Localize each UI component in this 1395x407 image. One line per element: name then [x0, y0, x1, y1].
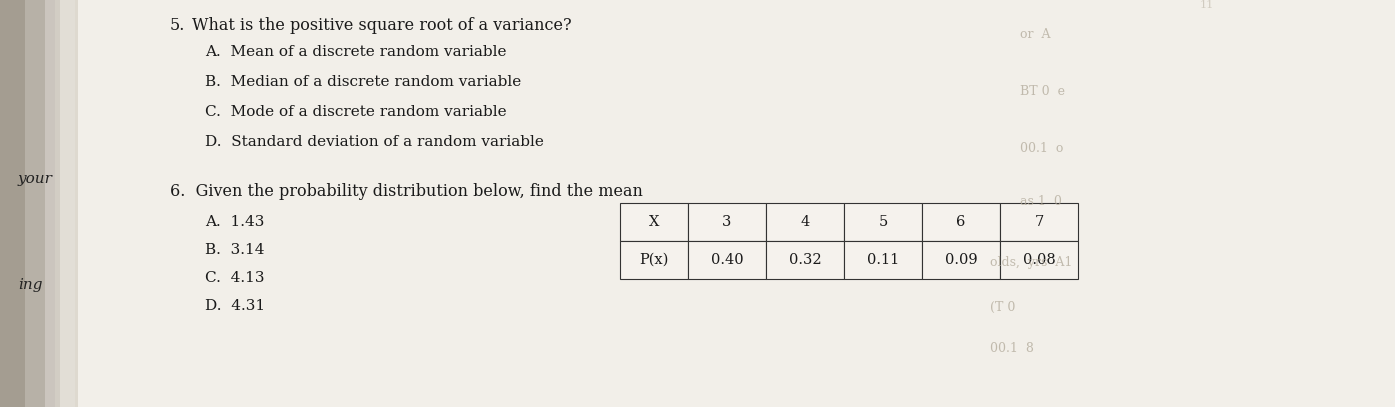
- Bar: [0, 0, 25, 407]
- Bar: [766, 203, 844, 241]
- Text: your: your: [18, 172, 53, 186]
- Bar: [25, 0, 45, 407]
- Text: 3: 3: [723, 215, 732, 229]
- Bar: [75, 0, 78, 407]
- Bar: [922, 241, 1000, 279]
- Bar: [45, 0, 60, 407]
- Text: 0.32: 0.32: [788, 253, 822, 267]
- Bar: [688, 203, 766, 241]
- Text: 7: 7: [1034, 215, 1043, 229]
- Text: 6.  Given the probability distribution below, find the mean: 6. Given the probability distribution be…: [170, 183, 643, 200]
- Text: 0.40: 0.40: [710, 253, 744, 267]
- Text: C.  4.13: C. 4.13: [205, 271, 265, 285]
- Text: 00.1  8: 00.1 8: [990, 342, 1034, 355]
- Text: X: X: [649, 215, 660, 229]
- Text: 11: 11: [1200, 0, 1214, 10]
- Bar: [1000, 241, 1078, 279]
- Text: D.  Standard deviation of a random variable: D. Standard deviation of a random variab…: [205, 135, 544, 149]
- Bar: [619, 241, 688, 279]
- Text: BT 0  e: BT 0 e: [1020, 85, 1064, 98]
- Text: as 1  0: as 1 0: [1020, 195, 1062, 208]
- Bar: [60, 0, 75, 407]
- Text: 0.11: 0.11: [866, 253, 900, 267]
- Text: B.  Median of a discrete random variable: B. Median of a discrete random variable: [205, 75, 522, 89]
- Text: What is the positive square root of a variance?: What is the positive square root of a va…: [193, 17, 572, 34]
- Bar: [688, 241, 766, 279]
- Text: 5: 5: [879, 215, 887, 229]
- Text: 0.09: 0.09: [944, 253, 978, 267]
- Text: (T 0: (T 0: [990, 301, 1016, 314]
- Bar: [922, 203, 1000, 241]
- Bar: [619, 203, 688, 241]
- Text: A.  Mean of a discrete random variable: A. Mean of a discrete random variable: [205, 45, 506, 59]
- Text: A.  1.43: A. 1.43: [205, 215, 265, 229]
- Bar: [1000, 203, 1078, 241]
- Bar: [766, 241, 844, 279]
- Text: D.  4.31: D. 4.31: [205, 299, 265, 313]
- Text: olds,  yrs  A1: olds, yrs A1: [990, 256, 1073, 269]
- Text: ing: ing: [18, 278, 42, 292]
- Text: 0.08: 0.08: [1023, 253, 1056, 267]
- Bar: [844, 203, 922, 241]
- Text: 5.: 5.: [170, 17, 186, 34]
- Text: 00.1  o: 00.1 o: [1020, 142, 1063, 155]
- Bar: [844, 241, 922, 279]
- Text: or  A: or A: [1020, 28, 1050, 42]
- Text: P(x): P(x): [639, 253, 668, 267]
- Text: B.  3.14: B. 3.14: [205, 243, 265, 257]
- Text: 6: 6: [957, 215, 965, 229]
- Text: C.  Mode of a discrete random variable: C. Mode of a discrete random variable: [205, 105, 506, 119]
- Text: 4: 4: [801, 215, 809, 229]
